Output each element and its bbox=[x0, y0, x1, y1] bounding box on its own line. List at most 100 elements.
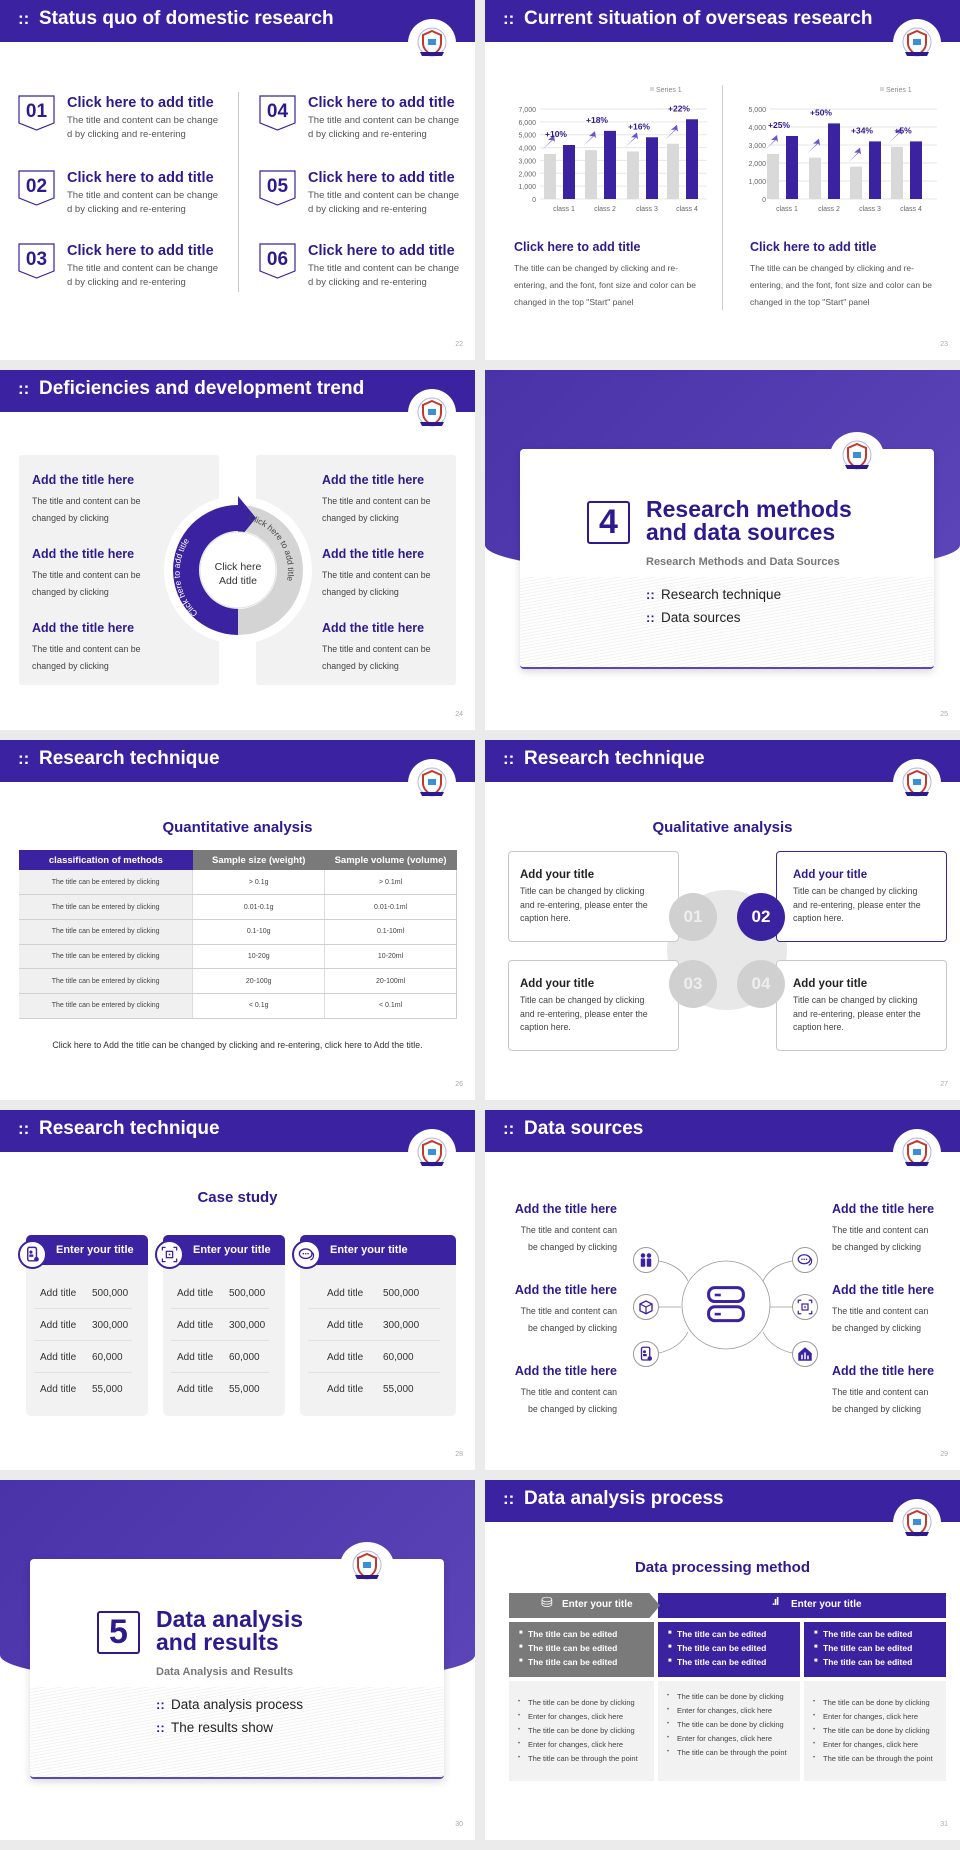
source-node[interactable] bbox=[792, 1341, 818, 1367]
bottom-bullet-item: • The title can be done by clicking bbox=[667, 1691, 794, 1702]
item-title[interactable]: Click here to add title bbox=[308, 243, 455, 259]
x-tick-label: class 4 bbox=[900, 206, 922, 213]
row-value: 300,000 bbox=[92, 1320, 129, 1331]
bottom-bullet-item: • The title can be through the point bbox=[667, 1747, 794, 1758]
source-node[interactable] bbox=[792, 1247, 818, 1273]
bullet-dot-icon: • bbox=[667, 1749, 670, 1755]
section-bullet[interactable]: Data sources bbox=[661, 610, 741, 625]
item-title[interactable]: Click here to add title bbox=[67, 95, 214, 111]
center-label[interactable]: Click here Add title bbox=[214, 561, 262, 587]
item-title[interactable]: Add the title here bbox=[832, 1364, 935, 1378]
table-cell: > 0.1ml bbox=[324, 870, 457, 896]
y-tick-label: 3,000 bbox=[748, 143, 766, 150]
step-circle[interactable]: 01 bbox=[669, 893, 717, 941]
section-bullet[interactable]: The results show bbox=[171, 1720, 274, 1735]
caption-box[interactable] bbox=[776, 960, 947, 1051]
bottom-bullet-item: • The title can be done by clicking bbox=[813, 1697, 940, 1708]
purple-arrow bbox=[173, 496, 256, 635]
block-title[interactable]: Click here to add title bbox=[514, 240, 641, 254]
source-node[interactable] bbox=[633, 1341, 659, 1367]
table-cell: The title can be entered by clicking bbox=[19, 870, 193, 896]
source-node[interactable] bbox=[633, 1294, 659, 1320]
grid-dots-icon: :: bbox=[156, 1720, 165, 1735]
bullet-dot-icon: • bbox=[518, 1713, 521, 1719]
table-row: The title can be entered by clicking 10-2… bbox=[19, 944, 457, 970]
source-node[interactable] bbox=[792, 1294, 818, 1320]
section-number: 5 bbox=[97, 1611, 140, 1654]
row-label: Add title bbox=[177, 1288, 214, 1299]
growth-arrow-icon bbox=[542, 135, 555, 150]
y-tick-label: 1,000 bbox=[518, 184, 536, 191]
badge-number: 06 bbox=[266, 249, 289, 270]
row-value: 500,000 bbox=[229, 1288, 266, 1299]
item-desc: The title and content can be change d by… bbox=[67, 190, 219, 215]
growth-arrow-icon bbox=[889, 127, 902, 143]
caption-box[interactable] bbox=[776, 851, 947, 942]
phone-user-icon bbox=[23, 1245, 42, 1269]
bottom-bullet-item: • Enter for changes, click here bbox=[518, 1711, 648, 1722]
item-title[interactable]: Click here to add title bbox=[67, 170, 214, 186]
case-card-title[interactable]: Enter your title bbox=[330, 1244, 408, 1256]
growth-arrow-icon bbox=[807, 138, 820, 154]
row-label: Add title bbox=[40, 1288, 77, 1299]
item-title[interactable]: Add the title here bbox=[514, 1283, 617, 1297]
growth-arrow-icon bbox=[665, 124, 678, 140]
caption-box[interactable] bbox=[508, 960, 679, 1051]
item-title[interactable]: Add the title here bbox=[322, 473, 425, 487]
item-title[interactable]: Add the title here bbox=[32, 621, 135, 635]
bullet-square-icon: ■ bbox=[668, 1658, 672, 1664]
section-bullet[interactable]: Research technique bbox=[661, 587, 782, 602]
item-desc: The title and content can be changed by … bbox=[322, 496, 431, 523]
case-card-title[interactable]: Enter your title bbox=[193, 1244, 271, 1256]
row-label: Add title bbox=[40, 1352, 77, 1363]
box-title: Add your title bbox=[520, 978, 595, 990]
slide-title: Status quo of domestic research bbox=[39, 8, 334, 29]
connector-lines bbox=[485, 1110, 960, 1470]
block-title[interactable]: Click here to add title bbox=[750, 240, 877, 254]
item-desc: The title and content can be changed by … bbox=[32, 644, 141, 671]
bottom-bullet: The title can be done by clicking bbox=[677, 1720, 784, 1729]
item-title[interactable]: Click here to add title bbox=[308, 170, 455, 186]
section-number: 4 bbox=[587, 501, 630, 544]
case-card-header bbox=[300, 1235, 456, 1265]
table-cell: < 0.1g bbox=[192, 993, 325, 1019]
bullet-dot-icon: • bbox=[518, 1699, 521, 1705]
step-circle[interactable]: 04 bbox=[737, 960, 785, 1008]
slide-header: :: Data sources bbox=[485, 1110, 960, 1152]
item-title[interactable]: Add the title here bbox=[32, 547, 135, 561]
step-circle[interactable]: 03 bbox=[669, 960, 717, 1008]
bottom-bullet-item: • The title can be through the point bbox=[813, 1753, 940, 1764]
grid-dots-icon: :: bbox=[18, 749, 30, 768]
item-title[interactable]: Add the title here bbox=[32, 473, 135, 487]
section-title-line1: Research methods bbox=[646, 496, 852, 522]
item-title[interactable]: Add the title here bbox=[832, 1202, 935, 1216]
case-card bbox=[300, 1235, 456, 1416]
item-title[interactable]: Click here to add title bbox=[67, 243, 214, 259]
grid-dots-icon: :: bbox=[646, 610, 655, 625]
item-title[interactable]: Add the title here bbox=[832, 1283, 935, 1297]
row-value: 55,000 bbox=[92, 1384, 123, 1395]
y-tick-label: 5,000 bbox=[518, 133, 536, 140]
step-circle[interactable]: 02 bbox=[737, 893, 785, 941]
item-title[interactable]: Add the title here bbox=[322, 547, 425, 561]
growth-label: +18% bbox=[586, 115, 608, 125]
slide-22: :: Status quo of domestic research 22 01 Cli… bbox=[0, 0, 475, 360]
item-title[interactable]: Add the title here bbox=[514, 1364, 617, 1378]
growth-arrow-icon bbox=[765, 135, 778, 150]
grid-dots-icon: :: bbox=[503, 1489, 515, 1508]
section-bullet[interactable]: Data analysis process bbox=[171, 1697, 304, 1712]
source-node[interactable] bbox=[633, 1247, 659, 1273]
item-title[interactable]: Add the title here bbox=[322, 621, 425, 635]
bottom-bullet: The title can be through the point bbox=[823, 1754, 933, 1763]
case-card-title[interactable]: Enter your title bbox=[56, 1244, 134, 1256]
header-right-title[interactable]: Enter your title bbox=[791, 1599, 862, 1610]
table-cell: The title can be entered by clicking bbox=[19, 968, 193, 994]
item-title[interactable]: Click here to add title bbox=[308, 95, 455, 111]
bar-series-b bbox=[686, 119, 698, 199]
row-divider bbox=[308, 1308, 440, 1309]
column-header: classification of methods bbox=[19, 850, 193, 870]
top-bullet: The title can be edited bbox=[823, 1643, 913, 1653]
header-left-title[interactable]: Enter your title bbox=[562, 1599, 633, 1610]
bottom-bullet-list: • The title can be done by clicking • Enter… bbox=[518, 1697, 648, 1764]
item-title[interactable]: Add the title here bbox=[514, 1202, 617, 1216]
